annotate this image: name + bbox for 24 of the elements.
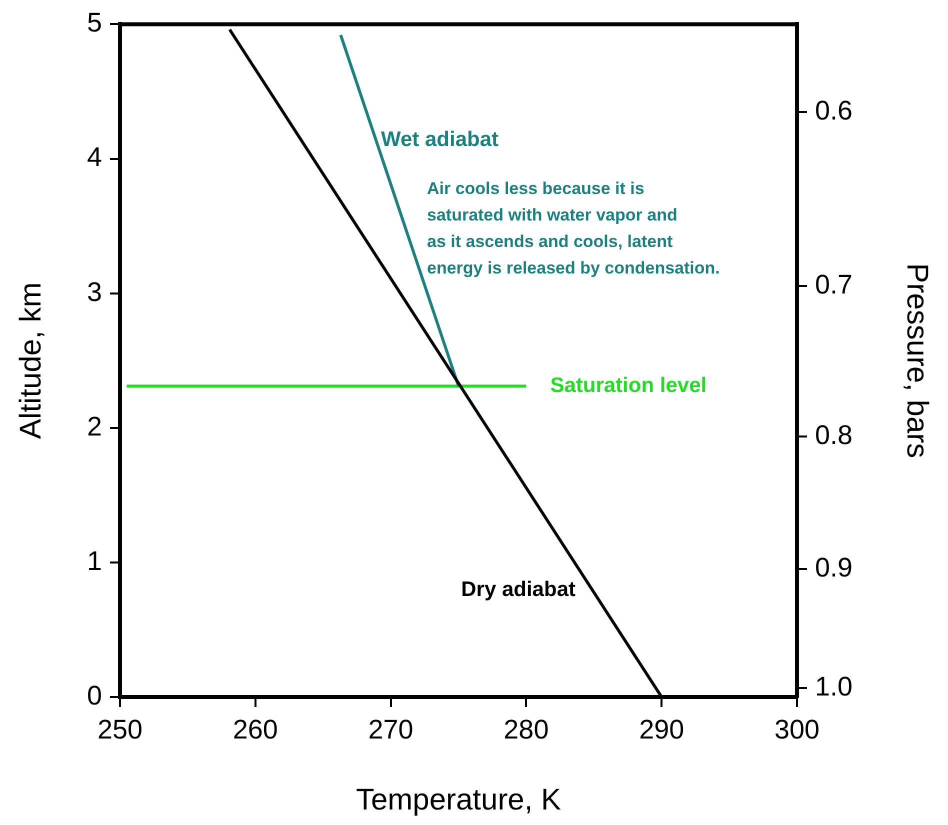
x-tick-label: 300 (774, 714, 820, 745)
y-tick-label: 4 (86, 142, 102, 172)
series-label: Saturation level (550, 374, 707, 397)
x-tick-label: 250 (97, 714, 143, 745)
y-tick-label: 0 (86, 680, 102, 710)
x-tick-label: 260 (232, 714, 278, 745)
y-tick-label: 5 (86, 8, 102, 38)
y-axis-title: Altitude, km (14, 282, 48, 439)
y-tick-label: 3 (86, 276, 102, 307)
x-tick-label: 280 (504, 714, 549, 745)
x-tick-label: 290 (639, 714, 684, 745)
annotation: Air cools less because it is saturated with water vapor and as it ascends and cools, latent energy is released by condensation. (427, 178, 720, 278)
y-tick-label: 2 (86, 411, 102, 442)
series-label: Dry adiabat (461, 578, 576, 602)
y2-tick-label: 1.0 (815, 671, 853, 702)
y2-tick-label: 0.9 (815, 552, 853, 583)
x-axis-title: Temperature, K (356, 783, 562, 816)
series-label: Wet adiabat (381, 128, 499, 152)
y2-tick-label: 0.7 (815, 269, 853, 300)
y2-tick-label: 0.6 (815, 96, 853, 126)
x-tick-label: 270 (368, 714, 414, 745)
y2-axis-title: Pressure, bars (900, 263, 934, 458)
y2-tick-label: 0.8 (815, 420, 853, 450)
y-tick-label: 1 (86, 546, 102, 576)
